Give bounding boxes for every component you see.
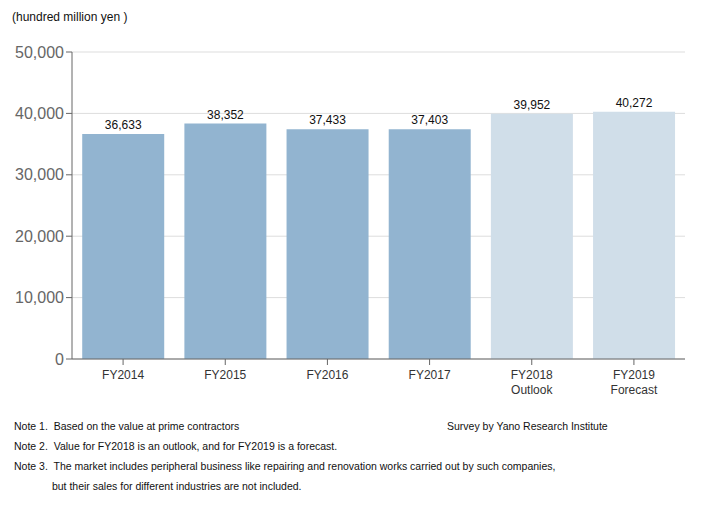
html-text:Survey by Yano Research Instit: Survey by Yano Research Institute — [447, 420, 608, 432]
svg-text:39,952: 39,952 — [514, 98, 551, 112]
svg-text:40,000: 40,000 — [15, 105, 64, 122]
html-text:but their sales for different: but their sales for different industries… — [14, 480, 302, 492]
svg-text:30,000: 30,000 — [15, 166, 64, 183]
svg-text:37,433: 37,433 — [309, 113, 346, 127]
svg-text:FY2018Outlook: FY2018Outlook — [511, 368, 554, 397]
svg-text:FY2017: FY2017 — [409, 368, 451, 382]
svg-text:0: 0 — [55, 351, 64, 368]
svg-text:FY2015: FY2015 — [204, 368, 246, 382]
svg-text:10,000: 10,000 — [15, 289, 64, 306]
svg-text:FY2014: FY2014 — [102, 368, 144, 382]
html-text:Note 2. Value for FY2018 is an: Note 2. Value for FY2018 is an outlook, … — [14, 440, 338, 452]
html-text:(hundred million yen ): (hundred million yen ) — [12, 10, 128, 24]
html-text:Note 3. The market includes pe: Note 3. The market includes peripheral b… — [14, 460, 556, 472]
svg-text:FY2016: FY2016 — [306, 368, 348, 382]
html-text:Note 1. Based on the value at: Note 1. Based on the value at prime cont… — [14, 420, 240, 432]
svg-text:37,403: 37,403 — [411, 113, 448, 127]
svg-text:40,272: 40,272 — [616, 96, 653, 110]
svg-text:38,352: 38,352 — [207, 108, 244, 122]
svg-text:50,000: 50,000 — [15, 44, 64, 61]
svg-text:20,000: 20,000 — [15, 228, 64, 245]
svg-text:36,633: 36,633 — [105, 118, 142, 132]
svg-text:FY2019Forecast: FY2019Forecast — [611, 368, 658, 397]
